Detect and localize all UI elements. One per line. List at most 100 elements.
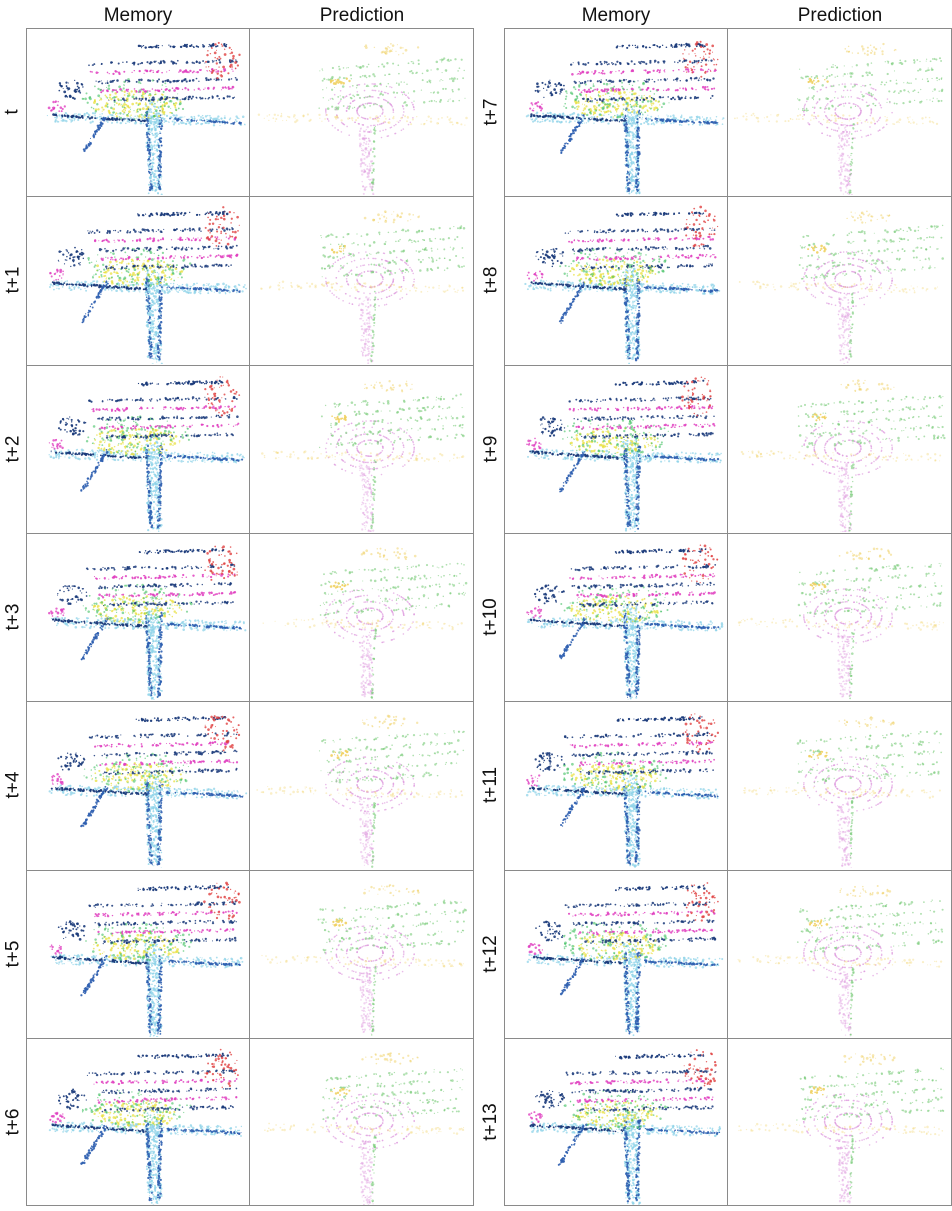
prediction-point-cloud-render [256, 714, 465, 869]
prediction-point-cloud-image [728, 366, 950, 532]
header-right-memory: Memory [504, 4, 728, 28]
memory-point-cloud-render [48, 715, 248, 869]
header-right-prediction: Prediction [728, 4, 952, 28]
prediction-point-cloud-image [250, 871, 472, 1037]
row-label: t+7 [479, 28, 503, 196]
row-label-text: t [2, 110, 24, 115]
memory-point-cloud-render [526, 376, 722, 532]
row-label-text: t+11 [480, 767, 502, 803]
row-label: t+3 [1, 533, 25, 701]
row-label-text: t+9 [480, 435, 502, 462]
memory-point-cloud-render [526, 544, 724, 701]
row-label-text: t+5 [2, 940, 24, 967]
row-label-text: t+8 [480, 267, 502, 294]
memory-point-cloud-render [48, 206, 247, 364]
row-label-text: t+1 [2, 267, 24, 294]
memory-point-cloud-render [526, 881, 724, 1036]
prediction-point-cloud-render [264, 1052, 465, 1206]
prediction-point-cloud-image [250, 29, 472, 196]
prediction-point-cloud-render [260, 210, 466, 364]
row-divider [504, 533, 952, 534]
row-label: t+12 [479, 870, 503, 1038]
row-label: t+4 [1, 701, 25, 869]
prediction-point-cloud-render [737, 884, 944, 1037]
memory-point-cloud-image [505, 1039, 727, 1206]
prediction-point-cloud-image [250, 366, 472, 532]
row-label: t [1, 28, 25, 196]
memory-point-cloud-render [49, 881, 244, 1037]
memory-point-cloud-image [505, 534, 727, 701]
row-divider [504, 701, 952, 702]
prediction-point-cloud-image [250, 534, 472, 701]
memory-point-cloud-image [505, 29, 727, 195]
memory-point-cloud-render [528, 1048, 722, 1206]
header-left-prediction: Prediction [250, 4, 474, 28]
row-divider [504, 365, 952, 366]
row-label: t+2 [1, 365, 25, 533]
memory-point-cloud-render [48, 1048, 243, 1206]
right-column-divider [727, 28, 728, 1206]
memory-point-cloud-image [27, 366, 249, 532]
row-divider [504, 870, 952, 871]
row-label-text: t+6 [2, 1108, 24, 1135]
row-divider [26, 701, 474, 702]
memory-point-cloud-image [27, 197, 249, 364]
row-label-text: t+12 [480, 935, 502, 973]
memory-point-cloud-image [505, 871, 727, 1037]
memory-point-cloud-render [48, 545, 247, 701]
left-panel-grid [26, 28, 474, 1206]
row-label: t+1 [1, 196, 25, 364]
row-label-text: t+13 [480, 1103, 502, 1141]
prediction-point-cloud-image [728, 702, 950, 869]
prediction-point-cloud-render [740, 379, 946, 532]
prediction-point-cloud-render [743, 716, 942, 869]
memory-point-cloud-image [27, 871, 249, 1037]
row-label-text: t+3 [2, 604, 24, 631]
row-divider [26, 196, 474, 197]
row-label-text: t+2 [2, 435, 24, 462]
prediction-point-cloud-render [737, 547, 944, 700]
row-label: t+5 [1, 870, 25, 1038]
memory-point-cloud-image [505, 702, 727, 869]
row-divider [504, 196, 952, 197]
memory-point-cloud-render [524, 205, 721, 364]
memory-point-cloud-render [525, 713, 720, 869]
row-divider [26, 533, 474, 534]
prediction-point-cloud-image [250, 1039, 472, 1206]
prediction-point-cloud-image [728, 197, 950, 364]
row-label: t+13 [479, 1038, 503, 1206]
prediction-point-cloud-render [261, 883, 467, 1037]
row-divider [26, 365, 474, 366]
prediction-point-cloud-image [728, 1039, 950, 1205]
prediction-point-cloud-image [250, 197, 472, 364]
memory-point-cloud-image [27, 1039, 249, 1206]
prediction-point-cloud-image [728, 871, 950, 1037]
row-label: t+8 [479, 196, 503, 364]
row-label: t+11 [479, 701, 503, 869]
prediction-point-cloud-render [257, 43, 468, 196]
row-divider [26, 870, 474, 871]
prediction-point-cloud-render [261, 379, 465, 532]
row-label: t+6 [1, 1038, 25, 1206]
row-label: t+9 [479, 365, 503, 533]
row-label: t+10 [479, 533, 503, 701]
memory-point-cloud-image [505, 197, 727, 364]
row-label-text: t+10 [480, 598, 502, 636]
prediction-point-cloud-image [250, 702, 472, 869]
row-divider [504, 1038, 952, 1039]
left-column-divider [249, 28, 250, 1206]
memory-point-cloud-image [27, 702, 249, 869]
row-label-text: t+4 [2, 772, 24, 799]
prediction-point-cloud-image [728, 29, 950, 196]
memory-point-cloud-image [27, 534, 249, 701]
row-divider [26, 1038, 474, 1039]
memory-point-cloud-render [48, 375, 245, 532]
memory-point-cloud-render [525, 40, 725, 195]
prediction-point-cloud-render [738, 1053, 945, 1204]
prediction-point-cloud-render [738, 210, 944, 364]
memory-point-cloud-image [27, 29, 249, 196]
memory-point-cloud-render [46, 41, 246, 196]
prediction-point-cloud-render [734, 42, 944, 196]
header-left-memory: Memory [26, 4, 250, 28]
memory-point-cloud-image [505, 366, 727, 532]
